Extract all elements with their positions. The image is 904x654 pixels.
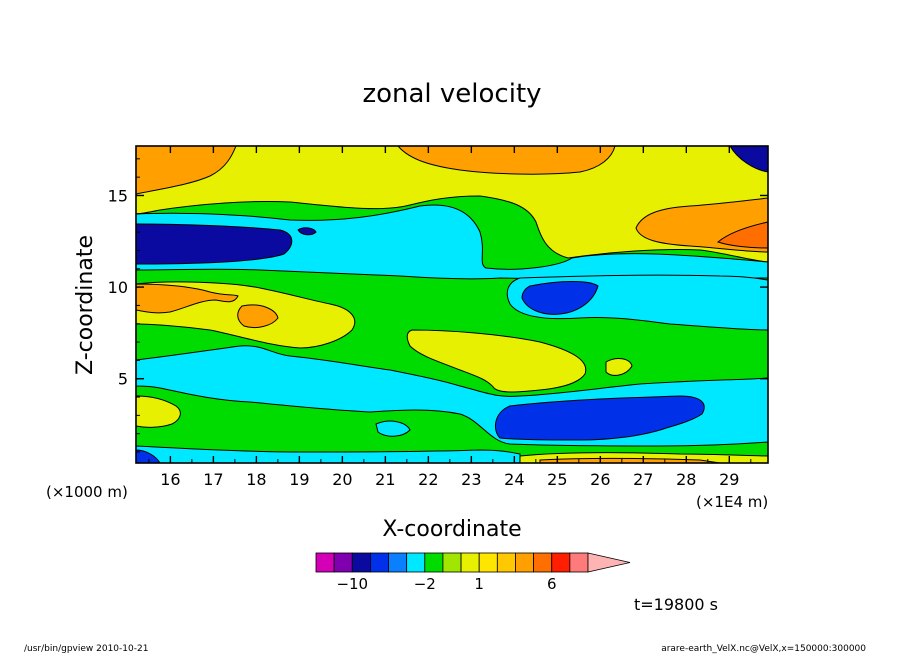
x-tick-label: 24 — [504, 470, 524, 489]
top-orange-mid — [397, 146, 616, 175]
y-axis-ticks: 5 10 15 — [108, 158, 768, 453]
x-tick-label: 23 — [461, 470, 481, 489]
colorbar-swatch — [515, 552, 535, 573]
top-yellow-region — [136, 146, 768, 263]
x-tick-label: 25 — [547, 470, 567, 489]
x-tick-label: 18 — [246, 470, 266, 489]
right-yellow-blob — [605, 358, 633, 376]
x-tick-label: 17 — [203, 470, 223, 489]
x-tick-label: 29 — [719, 470, 739, 489]
x-tick-label: 28 — [676, 470, 696, 489]
left-orange-core — [136, 283, 239, 314]
left-blue-core — [136, 223, 293, 265]
colorbar-swatch — [533, 552, 553, 573]
x-unit-left-label: (×1000 m) — [46, 483, 128, 501]
colorbar-swatch — [424, 552, 444, 573]
colorbar: −10 −2 1 6 — [315, 552, 631, 593]
chart-title: zonal velocity — [362, 79, 541, 109]
x-axis-label: X-coordinate — [382, 517, 521, 542]
colorbar-label: −2 — [414, 575, 436, 593]
x-tick-label: 26 — [590, 470, 610, 489]
colorbar-extend-arrow — [587, 552, 631, 573]
x-tick-label: 16 — [160, 470, 180, 489]
right-red-spot — [716, 221, 768, 249]
colorbar-label: 6 — [547, 575, 557, 593]
colorbar-swatch — [496, 552, 516, 573]
bottom-cyan-strip — [136, 445, 521, 463]
y-tick-label: 10 — [108, 278, 128, 297]
upper-blue-blob — [297, 227, 317, 236]
x-tick-label: 27 — [633, 470, 653, 489]
colorbar-swatch — [442, 552, 462, 573]
upper-cyan-band — [136, 204, 768, 281]
colorbar-swatch — [369, 552, 389, 573]
x-unit-right-label: (×1E4 m) — [696, 493, 768, 511]
colorbar-swatch — [388, 552, 408, 573]
bottom-left-blue — [136, 449, 161, 463]
colorbar-swatch — [460, 552, 480, 573]
left-orange-blob — [237, 304, 279, 329]
x-tick-label: 20 — [332, 470, 352, 489]
colorbar-swatch — [478, 552, 498, 573]
left-cyan-small — [375, 420, 411, 437]
x-tick-label: 19 — [289, 470, 309, 489]
footer-left-text: /usr/bin/gpview 2010-10-21 — [24, 644, 148, 654]
plot-frame — [135, 145, 769, 464]
y-axis-label: Z-coordinate — [73, 235, 98, 375]
x-tick-label: 22 — [418, 470, 438, 489]
footer-right-text: arare-earth_VelX.nc@VelX,x=150000:300000 — [661, 644, 866, 654]
mid-blue-core — [521, 281, 599, 315]
y-tick-label: 5 — [118, 370, 128, 389]
colorbar-label: −10 — [336, 575, 368, 593]
y-tick-label: 15 — [108, 186, 128, 205]
colorbar-swatch — [351, 552, 371, 573]
colorbar-swatch — [569, 552, 589, 573]
colorbar-swatch — [333, 552, 353, 573]
colorbar-swatch — [315, 552, 335, 573]
top-blue-right — [729, 146, 768, 173]
central-yellow-core — [406, 329, 587, 393]
top-orange-left — [136, 146, 237, 195]
x-tick-label: 21 — [375, 470, 395, 489]
x-axis-ticks: 16 17 18 19 20 21 22 23 24 25 26 27 28 29 — [148, 146, 752, 489]
bottom-orange-strip — [539, 458, 721, 463]
colorbar-swatch — [406, 552, 426, 573]
colorbar-swatch — [551, 552, 571, 573]
left-yellow-small — [136, 395, 181, 428]
bottom-blue-core — [494, 395, 705, 441]
time-label: t=19800 s — [634, 595, 718, 614]
colorbar-label: 1 — [474, 575, 484, 593]
contour-plot — [136, 146, 768, 463]
